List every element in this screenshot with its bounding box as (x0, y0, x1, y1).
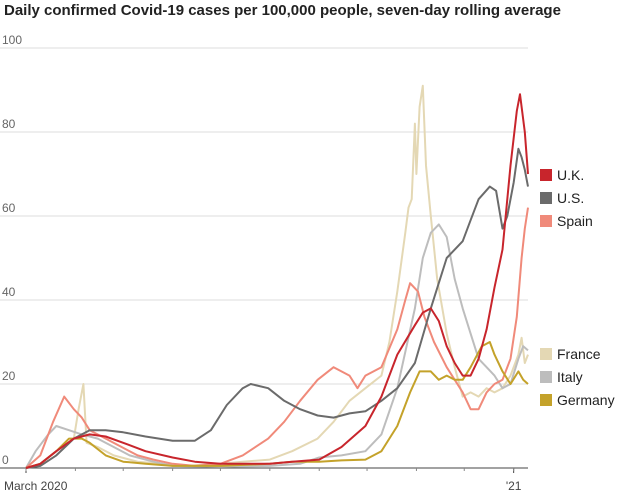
legend-label-italy: Italy (557, 369, 583, 385)
y-tick-label: 80 (2, 117, 16, 131)
series-line-spain (25, 207, 529, 469)
series-line-france (25, 84, 529, 469)
legend-label-us: U.S. (557, 190, 584, 206)
x-tick-label: '21 (506, 479, 522, 493)
series-line-germany (25, 341, 529, 469)
legend-label-germany: Germany (557, 392, 615, 408)
x-tick-label: March 2020 (4, 479, 68, 493)
y-tick-label: 20 (2, 369, 16, 383)
y-tick-label: 40 (2, 285, 16, 299)
series-line-us (25, 147, 529, 469)
y-axis: 0 20 40 60 80 100 (2, 33, 22, 467)
legend-label-france: France (557, 346, 601, 362)
series-line-italy (25, 223, 529, 469)
legend-swatch-italy (540, 371, 552, 383)
legend-swatch-uk (540, 169, 552, 181)
legend-label-spain: Spain (557, 213, 593, 229)
y-tick-label: 100 (2, 33, 22, 47)
series-lines (25, 84, 529, 469)
y-tick-label: 0 (2, 453, 9, 467)
legend-swatch-france (540, 348, 552, 360)
legend-swatch-spain (540, 215, 552, 227)
x-axis: March 2020 '21 (4, 468, 522, 493)
chart-title: Daily confirmed Covid-19 cases per 100,0… (4, 2, 561, 19)
series-line-uk (25, 93, 529, 469)
legend-label-uk: U.K. (557, 167, 584, 183)
legend-swatch-germany (540, 394, 552, 406)
legend: U.K. U.S. Spain France Italy Germany (540, 167, 615, 408)
y-tick-label: 60 (2, 201, 16, 215)
legend-swatch-us (540, 192, 552, 204)
